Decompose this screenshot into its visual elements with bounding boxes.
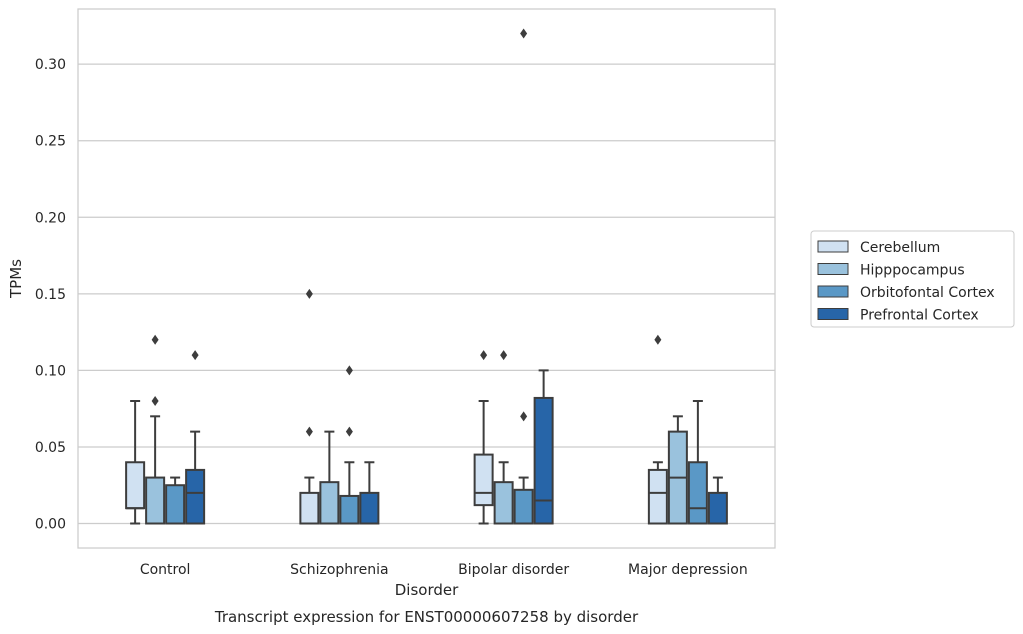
box-group xyxy=(359,461,380,525)
box xyxy=(339,494,360,525)
plot-frame xyxy=(77,8,776,549)
box-group xyxy=(687,400,708,525)
box-group xyxy=(533,369,554,525)
legend-label: Hipppocampus xyxy=(860,263,965,279)
box xyxy=(473,453,494,507)
box xyxy=(125,461,146,510)
box xyxy=(707,491,728,525)
x-axis-ticks: Control Schizophrenia Bipolar disorder Majo… xyxy=(140,562,748,578)
boxes xyxy=(125,28,728,525)
x-tick-label: Bipolar disorder xyxy=(458,562,569,578)
y-tick-label: 0.15 xyxy=(35,287,66,303)
box xyxy=(687,461,708,525)
box-group xyxy=(647,334,668,525)
legend-swatch xyxy=(817,308,849,320)
outlier-point xyxy=(345,365,353,376)
x-tick-label: Control xyxy=(140,562,191,578)
y-tick-label: 0.05 xyxy=(35,440,66,456)
box-group xyxy=(493,350,514,525)
legend-swatch xyxy=(817,285,849,298)
box-group xyxy=(667,415,688,525)
box-group xyxy=(319,430,340,525)
x-axis-label: Disorder xyxy=(395,581,459,599)
box xyxy=(299,491,320,525)
box-group xyxy=(707,476,728,525)
legend-label: Prefrontal Cortex xyxy=(860,308,979,324)
box-group xyxy=(165,476,186,525)
box xyxy=(165,484,186,525)
box-group xyxy=(185,350,206,525)
outlier-point xyxy=(500,350,508,361)
box xyxy=(493,481,514,525)
box xyxy=(145,476,166,525)
legend-frame xyxy=(810,230,1015,328)
legend-label: Orbitofontal Cortex xyxy=(860,285,995,301)
box xyxy=(359,491,380,525)
outlier-point xyxy=(480,350,488,361)
y-tick-label: 0.00 xyxy=(35,517,66,533)
outlier-point xyxy=(654,334,662,345)
outlier-point xyxy=(345,426,353,437)
x-tick-label: Schizophrenia xyxy=(290,562,388,578)
box xyxy=(319,481,340,525)
chart-title: Transcript expression for ENST0000060725… xyxy=(214,608,639,626)
outlier-point xyxy=(191,350,199,361)
y-tick-label: 0.30 xyxy=(35,57,66,73)
box-group xyxy=(339,365,360,525)
box-group xyxy=(145,334,166,525)
y-axis-ticks: 0.00 0.05 0.10 0.15 0.20 0.25 0.30 xyxy=(35,57,66,532)
outlier-point xyxy=(305,288,313,299)
box-group xyxy=(473,350,494,525)
y-tick-label: 0.20 xyxy=(35,210,66,226)
box xyxy=(647,468,668,525)
outlier-point xyxy=(520,28,528,39)
outlier-point xyxy=(305,426,313,437)
x-tick-label: Major depression xyxy=(628,562,748,578)
legend-swatch xyxy=(817,240,849,253)
box xyxy=(533,396,554,525)
legend-label: Cerebellum xyxy=(860,240,940,256)
box-group xyxy=(125,400,146,525)
outlier-point xyxy=(151,334,159,345)
box xyxy=(185,468,206,525)
y-axis-label: TPMs xyxy=(7,259,25,299)
box xyxy=(513,488,534,525)
outlier-point xyxy=(151,396,159,406)
legend: Cerebellum Hipppocampus Orbitofontal Corte… xyxy=(810,230,1015,328)
y-tick-label: 0.25 xyxy=(35,134,66,150)
y-tick-label: 0.10 xyxy=(35,363,66,379)
box-group xyxy=(513,28,534,525)
outlier-point xyxy=(520,411,528,422)
box-group xyxy=(299,288,320,525)
legend-swatch xyxy=(817,263,849,275)
